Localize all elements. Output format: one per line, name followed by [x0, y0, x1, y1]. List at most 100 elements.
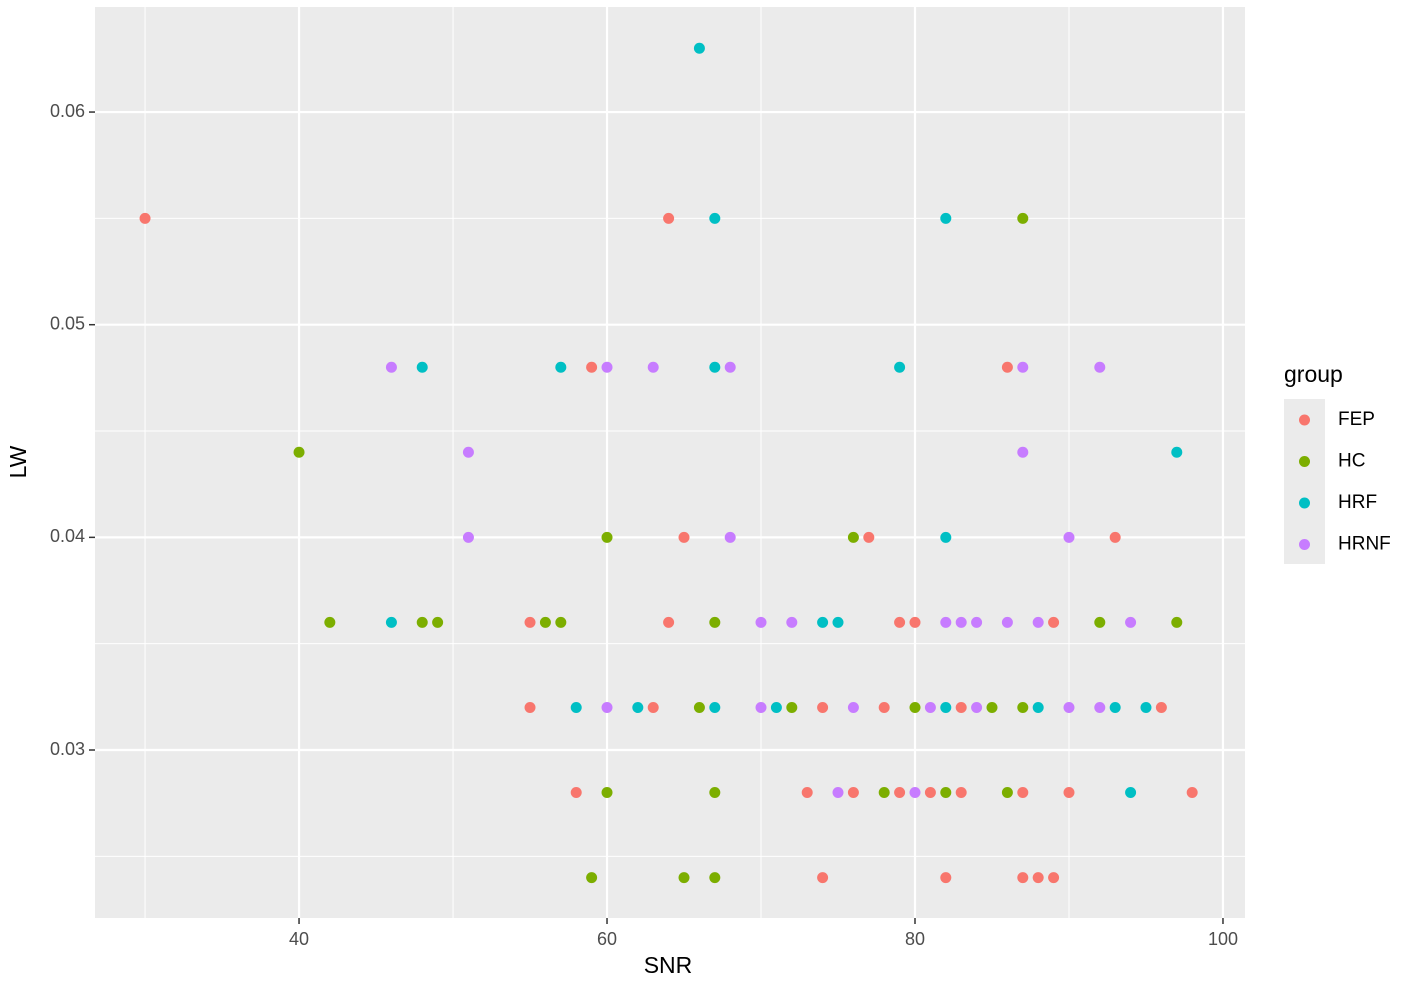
- point: [601, 531, 613, 543]
- point: [755, 616, 767, 628]
- point: [601, 787, 613, 799]
- point: [940, 616, 952, 628]
- legend-marker: [1299, 456, 1310, 467]
- point: [1125, 787, 1137, 799]
- x-tick-label: 80: [905, 929, 925, 949]
- point: [940, 701, 952, 713]
- point: [709, 616, 721, 628]
- point: [462, 446, 474, 458]
- point: [385, 616, 397, 628]
- point: [817, 872, 829, 884]
- point: [724, 531, 736, 543]
- point: [1032, 616, 1044, 628]
- point: [1001, 616, 1013, 628]
- points: [139, 42, 1198, 884]
- legend-marker: [1299, 539, 1310, 550]
- x-tick-label: 60: [597, 929, 617, 949]
- point: [909, 701, 921, 713]
- point: [1017, 787, 1029, 799]
- legend-key-background: [1284, 399, 1325, 564]
- point: [1017, 701, 1029, 713]
- point: [894, 616, 906, 628]
- point: [663, 212, 675, 224]
- point: [832, 787, 844, 799]
- point: [1017, 872, 1029, 884]
- point: [555, 361, 567, 373]
- point: [709, 701, 721, 713]
- point: [1063, 701, 1075, 713]
- point: [1155, 701, 1167, 713]
- point: [709, 361, 721, 373]
- point: [1001, 361, 1013, 373]
- point: [1140, 701, 1152, 713]
- point: [1017, 361, 1029, 373]
- point: [1171, 616, 1183, 628]
- point: [909, 787, 921, 799]
- point: [1032, 872, 1044, 884]
- point: [1017, 446, 1029, 458]
- point: [678, 872, 690, 884]
- point: [724, 361, 736, 373]
- point: [847, 787, 859, 799]
- point: [1094, 616, 1106, 628]
- point: [385, 361, 397, 373]
- point: [524, 701, 536, 713]
- point: [786, 701, 798, 713]
- legend-label: HC: [1338, 451, 1365, 472]
- point: [786, 616, 798, 628]
- point: [647, 361, 659, 373]
- legend-label: HRF: [1338, 492, 1377, 513]
- point: [709, 212, 721, 224]
- point: [909, 616, 921, 628]
- y-axis-title: LW: [5, 445, 31, 478]
- grid: [95, 7, 1245, 918]
- point: [924, 701, 936, 713]
- point: [955, 701, 967, 713]
- point: [1094, 361, 1106, 373]
- y-tick-label: 0.04: [50, 526, 85, 546]
- point: [1094, 701, 1106, 713]
- point: [1171, 446, 1183, 458]
- point: [940, 212, 952, 224]
- point: [801, 787, 813, 799]
- point: [586, 872, 598, 884]
- point: [940, 872, 952, 884]
- point: [878, 701, 890, 713]
- x-tick-label: 100: [1208, 929, 1238, 949]
- point: [570, 701, 582, 713]
- point: [632, 701, 644, 713]
- point: [863, 531, 875, 543]
- point: [1063, 787, 1075, 799]
- point: [693, 701, 705, 713]
- point: [324, 616, 336, 628]
- y-tick-label: 0.05: [50, 313, 85, 333]
- point: [1001, 787, 1013, 799]
- y-tick-label: 0.06: [50, 101, 85, 121]
- point: [601, 361, 613, 373]
- point: [555, 616, 567, 628]
- plot-background: [95, 7, 1245, 918]
- point: [539, 616, 551, 628]
- legend-marker: [1299, 414, 1310, 426]
- point: [432, 616, 444, 628]
- y-tick-label: 0.03: [50, 739, 85, 759]
- point: [462, 531, 474, 543]
- point: [293, 446, 305, 458]
- point: [878, 787, 890, 799]
- point: [971, 701, 983, 713]
- point: [709, 872, 721, 884]
- x-tick-label: 40: [289, 929, 309, 949]
- point: [894, 361, 906, 373]
- point: [986, 701, 998, 713]
- legend-marker: [1299, 497, 1310, 509]
- point: [817, 701, 829, 713]
- point: [586, 361, 598, 373]
- point: [601, 701, 613, 713]
- x-axis-title: SNR: [644, 952, 693, 978]
- point: [940, 531, 952, 543]
- legend-label: FEP: [1338, 409, 1375, 430]
- point: [924, 787, 936, 799]
- point: [678, 531, 690, 543]
- point: [416, 616, 428, 628]
